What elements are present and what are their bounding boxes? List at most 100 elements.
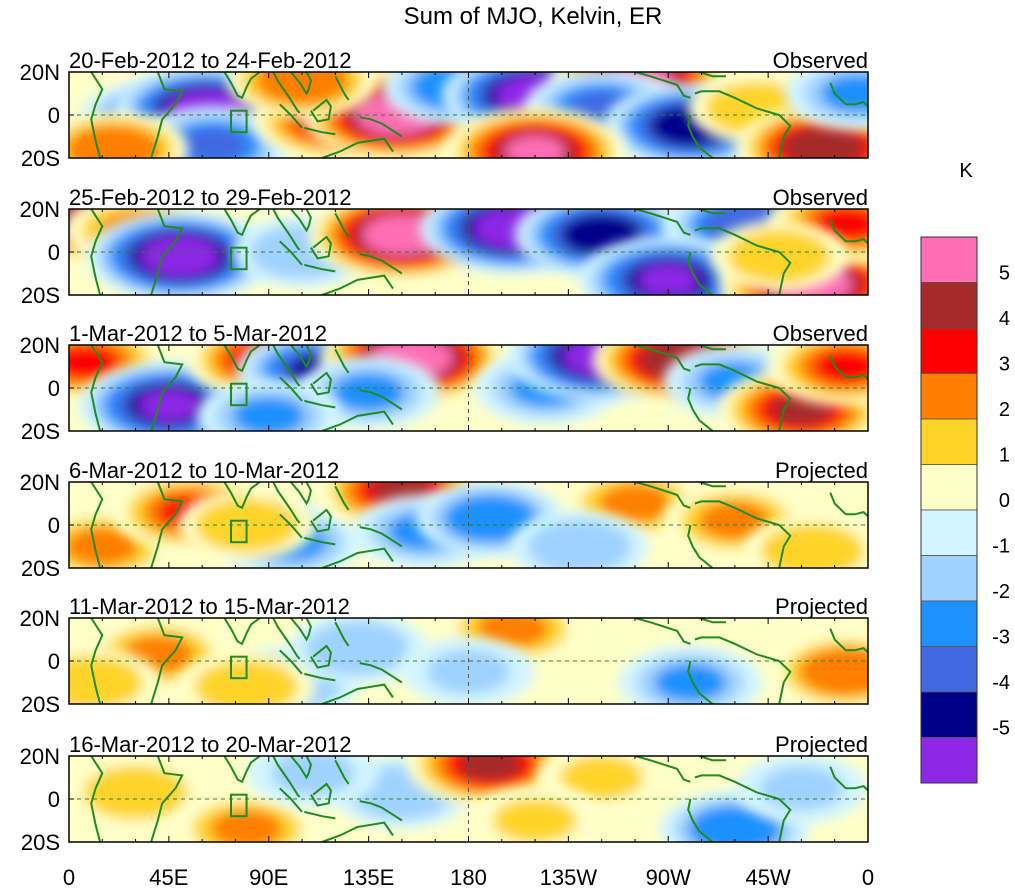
coastline xyxy=(223,618,261,646)
coastline xyxy=(290,209,312,233)
coastline xyxy=(290,482,312,506)
coastline xyxy=(321,683,394,704)
anomaly-blob xyxy=(87,210,273,295)
coastline xyxy=(310,235,332,260)
contour-level xyxy=(211,668,282,704)
anomaly-blob xyxy=(770,633,868,704)
lon-tick-label: 45E xyxy=(149,865,188,889)
coastline xyxy=(694,636,792,704)
coastline xyxy=(334,621,350,647)
coastline xyxy=(698,209,726,215)
lat-tick-label: 0 xyxy=(48,103,60,128)
coastline xyxy=(334,759,350,785)
coastline xyxy=(150,482,184,568)
coastline xyxy=(829,628,868,654)
anomaly-blob xyxy=(784,72,868,131)
coastline xyxy=(334,212,350,238)
lat-tick-label: 20S xyxy=(21,419,60,444)
lon-tick-label: 45W xyxy=(746,865,791,889)
coastline xyxy=(279,787,303,813)
region-box xyxy=(230,655,248,680)
coastline xyxy=(90,209,104,295)
lat-tick-label: 20N xyxy=(20,333,60,358)
lat-tick-label: 20N xyxy=(20,606,60,631)
coastline xyxy=(290,72,312,96)
coastline xyxy=(304,126,336,136)
panel-status-label: Observed xyxy=(773,48,868,73)
contour-level xyxy=(322,629,393,667)
panel-period-label: 20-Feb-2012 to 24-Feb-2012 xyxy=(69,48,352,73)
coastline xyxy=(359,253,403,275)
coastline xyxy=(90,72,104,158)
lat-tick-label: 0 xyxy=(48,376,60,401)
colorbar-tick-label: -2 xyxy=(992,581,1010,603)
colorbar-swatch xyxy=(920,737,978,784)
anomaly-field xyxy=(69,72,868,158)
colorbar-swatch xyxy=(920,327,978,374)
region-box xyxy=(230,519,248,544)
contour-level xyxy=(426,649,511,694)
contour-level xyxy=(232,396,305,431)
map-panel: 25-Feb-2012 to 29-Feb-2012 Observed 20N 0 20… xyxy=(20,185,869,308)
longitude-axis: 0 45E 90E 135E 180 135W 90W 45W 0 xyxy=(63,865,874,889)
contour-level xyxy=(598,484,671,523)
colorbar-tick-label: 5 xyxy=(999,263,1010,285)
coastlines xyxy=(90,209,868,295)
contour-level xyxy=(813,654,868,689)
coastline xyxy=(272,756,301,798)
anomaly-blob xyxy=(618,645,763,704)
coastline xyxy=(694,363,792,431)
panel-status-label: Projected xyxy=(775,458,868,483)
contour-level xyxy=(493,798,578,842)
coastline xyxy=(687,660,714,704)
map-panel: 1-Mar-2012 to 5-Mar-2012 Observed 20N 0 20S xyxy=(20,321,869,444)
map-panel: 16-Mar-2012 to 20-Mar-2012 Projected 20N 0 2… xyxy=(20,732,869,855)
contour-level xyxy=(458,501,523,536)
anomaly-blob xyxy=(767,345,868,406)
panel-period-label: 25-Feb-2012 to 29-Feb-2012 xyxy=(69,185,352,210)
coastline xyxy=(698,618,726,624)
contour-level xyxy=(69,345,120,380)
coastline xyxy=(694,227,792,295)
coastline xyxy=(634,209,691,236)
colorbar-tick-label: 4 xyxy=(999,308,1010,330)
contour-level xyxy=(654,663,727,702)
figure-title: Sum of MJO, Kelvin, ER xyxy=(404,3,663,30)
colorbar-tick-label: -3 xyxy=(992,627,1010,649)
coastlines xyxy=(90,756,868,842)
lat-tick-label: 20N xyxy=(20,470,60,495)
colorbar-unit-label: K xyxy=(959,160,973,182)
coastline xyxy=(150,209,184,295)
contour-level xyxy=(759,766,844,811)
lat-tick-label: 20S xyxy=(21,556,60,581)
colorbar-swatch xyxy=(920,464,978,511)
colorbar-tick-label: -4 xyxy=(992,672,1010,694)
anomaly-blob xyxy=(402,637,535,704)
coastlines xyxy=(90,72,868,158)
coastline xyxy=(634,482,691,509)
colorbar-tick-label: -1 xyxy=(992,536,1010,558)
coastline xyxy=(698,345,726,351)
contour-level xyxy=(544,527,615,566)
coastline xyxy=(279,513,303,539)
lon-tick-label: 0 xyxy=(862,865,874,889)
coastline xyxy=(272,482,301,524)
coastline xyxy=(223,482,261,510)
contour-level xyxy=(459,756,522,781)
panel-period-label: 16-Mar-2012 to 20-Mar-2012 xyxy=(69,732,351,757)
colorbar-swatch xyxy=(920,646,978,693)
coastline xyxy=(634,756,691,783)
colorbar-swatch xyxy=(920,509,978,556)
coastline xyxy=(321,137,394,158)
coastline xyxy=(698,72,726,78)
coastline xyxy=(687,798,714,842)
contour-level xyxy=(777,532,848,568)
coastline xyxy=(310,508,332,533)
coastline xyxy=(334,75,350,101)
contour-level xyxy=(744,237,815,275)
lon-tick-label: 180 xyxy=(450,865,487,889)
coastline xyxy=(150,756,184,842)
contour-level xyxy=(151,241,209,272)
anomaly-blob xyxy=(469,786,602,842)
